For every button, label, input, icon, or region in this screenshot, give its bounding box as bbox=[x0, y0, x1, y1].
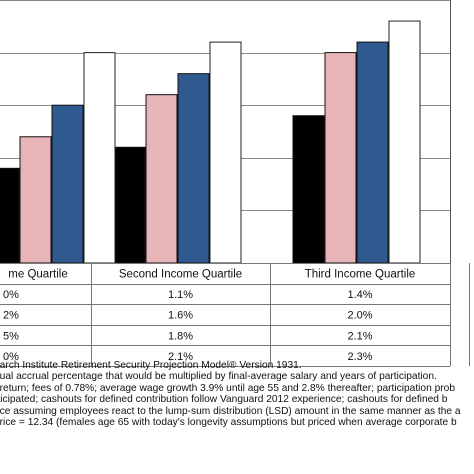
footnotes: earch Institute Retirement Security Proj… bbox=[0, 360, 474, 474]
bar bbox=[324, 52, 357, 264]
table-cell: 2.1% bbox=[347, 330, 372, 342]
footnote-line: rice assuming employees react to the lum… bbox=[0, 405, 461, 417]
footnote-line: earch Institute Retirement Security Proj… bbox=[0, 360, 302, 371]
footnote-line: nual accrual percentage that would be mu… bbox=[0, 371, 437, 383]
footnote-line: rticipated; cashouts for defined contrib… bbox=[0, 394, 448, 406]
table-cell: 1.4% bbox=[347, 289, 372, 301]
table-cell: 1.8% bbox=[168, 330, 193, 342]
bar bbox=[388, 20, 421, 264]
x-tick-label: me Quartile bbox=[8, 269, 67, 281]
footnote-line: f return; fees of 0.78%; average wage gr… bbox=[0, 382, 455, 394]
bar bbox=[113, 146, 146, 264]
data-table: me Quartile Second Income Quartile Third I… bbox=[0, 263, 470, 367]
bar bbox=[356, 41, 389, 264]
bar bbox=[209, 41, 242, 264]
x-tick-label: Second Income Quartile bbox=[119, 269, 242, 281]
bar bbox=[145, 94, 178, 264]
bar bbox=[292, 115, 325, 264]
x-tick-label: Third Income Quartile bbox=[305, 269, 416, 281]
table-cell: 0% bbox=[3, 289, 19, 301]
bar bbox=[83, 52, 116, 264]
table-cell: 1.6% bbox=[168, 310, 193, 322]
table-cell: 2% bbox=[3, 310, 19, 322]
table-cell: 0% bbox=[3, 351, 19, 363]
table-cell: 1.1% bbox=[168, 289, 193, 301]
bar bbox=[19, 136, 52, 264]
bar bbox=[177, 73, 210, 264]
table-cell: 2.1% bbox=[168, 351, 193, 363]
bar bbox=[51, 104, 84, 264]
footnote-line: orice = 12.34 (females age 65 with today… bbox=[0, 417, 457, 429]
table-cell: 2.0% bbox=[347, 310, 372, 322]
table-cell: 2.3% bbox=[347, 351, 372, 363]
bars bbox=[0, 20, 421, 264]
table-cell: 5% bbox=[3, 330, 19, 342]
bar bbox=[0, 167, 20, 264]
